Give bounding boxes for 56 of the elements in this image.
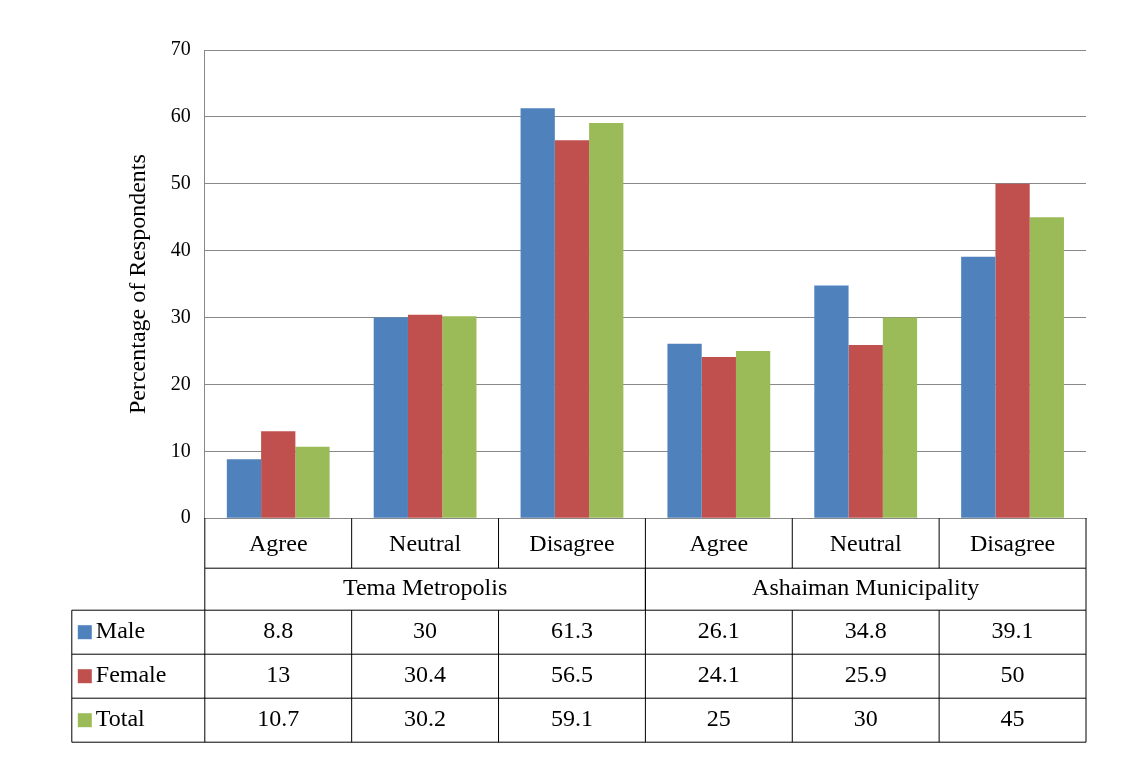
data-label: 30.2 [404, 705, 447, 732]
data-label: 61.3 [550, 617, 593, 644]
bar [261, 431, 296, 518]
bar [554, 140, 590, 518]
bar [1029, 217, 1064, 518]
bar [735, 350, 771, 518]
x-tick-label: Neutral [829, 529, 903, 556]
bar [520, 108, 555, 518]
bar [882, 317, 918, 518]
y-tick-label: 50 [170, 171, 191, 194]
bar [226, 459, 262, 518]
y-tick-label: 70 [170, 37, 191, 60]
bar [373, 317, 408, 518]
data-label: 25 [706, 705, 731, 732]
bar [295, 446, 330, 518]
bar [589, 122, 624, 518]
data-label: 25.9 [844, 661, 887, 688]
legend-label: Total [95, 705, 146, 732]
bar [961, 256, 996, 518]
legend-label: Male [95, 617, 146, 644]
x-tick-label: Agree [248, 529, 308, 556]
x-tick-label: Disagree [529, 529, 615, 556]
data-label: 24.1 [697, 661, 740, 688]
data-label: 8.8 [263, 617, 294, 644]
data-label: 45 [1000, 705, 1025, 732]
data-label: 30 [853, 705, 878, 732]
y-tick-label: 0 [180, 505, 191, 528]
data-label: 10.7 [257, 705, 300, 732]
data-label: 26.1 [697, 617, 740, 644]
data-label: 34.8 [844, 617, 887, 644]
data-label: 39.1 [991, 617, 1034, 644]
data-label: 50 [1000, 661, 1025, 688]
bar [442, 316, 477, 518]
data-label: 59.1 [550, 705, 593, 732]
x-tick-label: Neutral [389, 529, 462, 556]
text: Ashaiman Municipality [752, 574, 980, 601]
x-tick-label: Disagree [969, 529, 1056, 556]
bar [848, 344, 883, 518]
y-tick-label: 40 [170, 237, 191, 260]
y-tick-label: 10 [170, 438, 191, 461]
y-tick-label: 30 [170, 304, 191, 327]
bar [407, 314, 443, 518]
bar [701, 357, 736, 518]
x-tick-label: Agree [689, 529, 749, 556]
bar [995, 183, 1030, 518]
y-tick-label: 60 [170, 104, 191, 127]
bar [814, 285, 849, 518]
data-label: 56.5 [550, 661, 593, 688]
y-axis-title: Percentage of Respondents [123, 154, 150, 415]
legend-label: Female [95, 661, 167, 688]
data-label: 13 [266, 661, 291, 688]
data-label: 30.4 [404, 661, 447, 688]
text: Tema Metropolis [342, 574, 508, 601]
bar [667, 343, 702, 518]
y-tick-label: 20 [170, 371, 191, 394]
data-label: 30 [413, 617, 438, 644]
